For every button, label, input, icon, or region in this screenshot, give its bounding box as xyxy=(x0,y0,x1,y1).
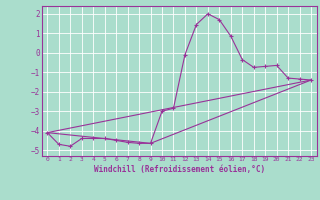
X-axis label: Windchill (Refroidissement éolien,°C): Windchill (Refroidissement éolien,°C) xyxy=(94,165,265,174)
